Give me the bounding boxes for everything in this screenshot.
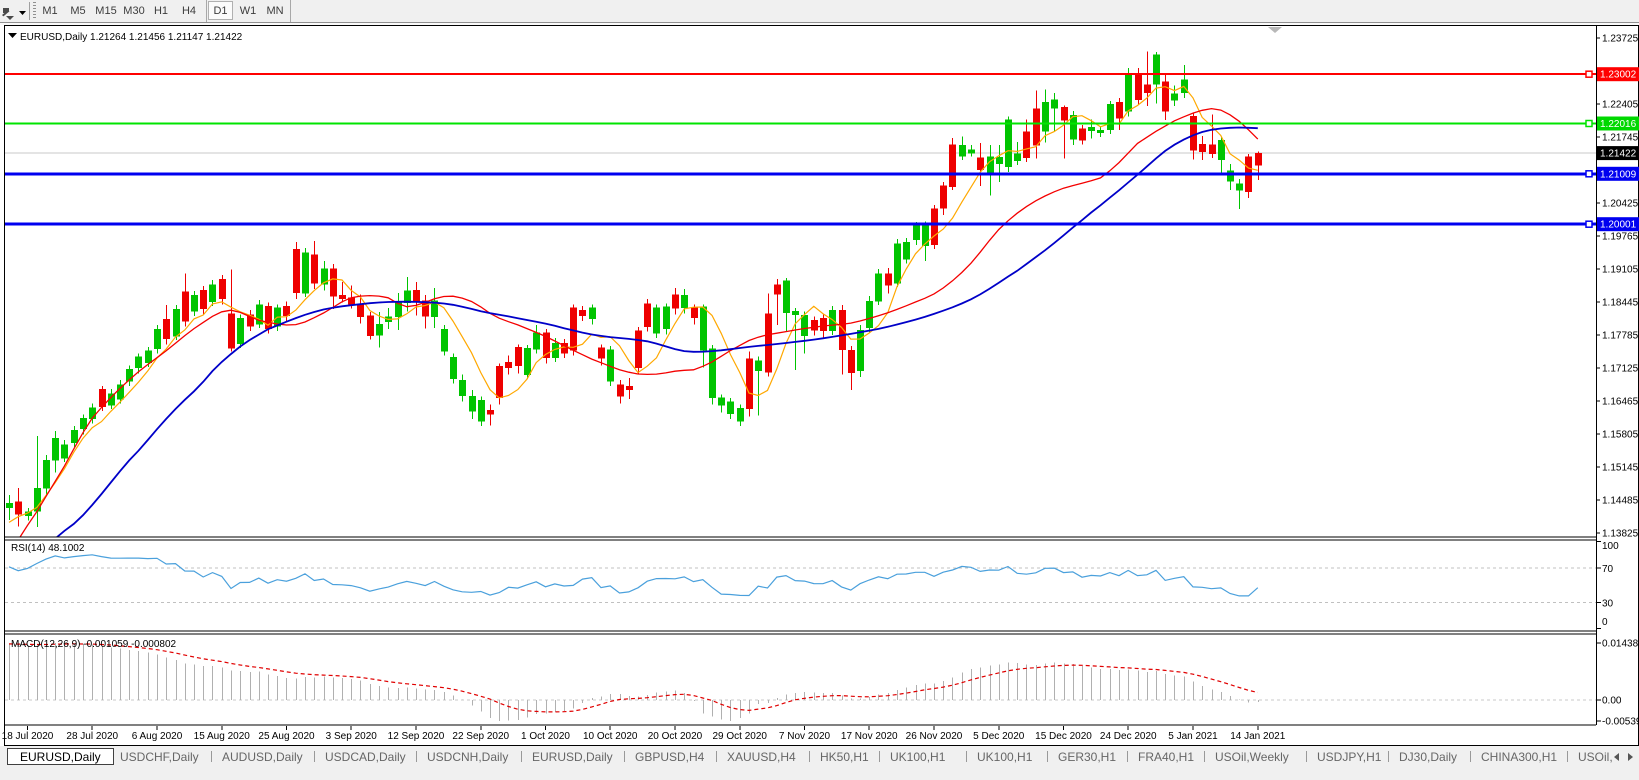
- svg-text:14 Jan 2021: 14 Jan 2021: [1230, 731, 1285, 742]
- svg-text:20 Oct 2020: 20 Oct 2020: [648, 731, 703, 742]
- svg-text:3 Sep 2020: 3 Sep 2020: [326, 731, 378, 742]
- svg-text:1.19765: 1.19765: [1602, 232, 1639, 243]
- svg-text:18 Jul 2020: 18 Jul 2020: [2, 731, 54, 742]
- svg-text:28 Jul 2020: 28 Jul 2020: [66, 731, 118, 742]
- svg-text:1.15145: 1.15145: [1602, 463, 1639, 474]
- svg-text:0.00: 0.00: [1602, 696, 1622, 707]
- svg-text:1.22016: 1.22016: [1600, 119, 1637, 130]
- svg-text:1.21422: 1.21422: [1600, 149, 1637, 160]
- svg-text:1.17785: 1.17785: [1602, 331, 1639, 342]
- svg-text:70: 70: [1602, 564, 1614, 575]
- svg-text:25 Aug 2020: 25 Aug 2020: [258, 731, 315, 742]
- svg-text:1.18445: 1.18445: [1602, 298, 1639, 309]
- svg-text:24 Dec 2020: 24 Dec 2020: [1100, 731, 1157, 742]
- svg-text:1.17125: 1.17125: [1602, 364, 1639, 375]
- svg-text:1.21009: 1.21009: [1600, 169, 1637, 180]
- svg-text:1.19105: 1.19105: [1602, 265, 1639, 276]
- svg-text:26 Nov 2020: 26 Nov 2020: [906, 731, 963, 742]
- svg-text:7 Nov 2020: 7 Nov 2020: [779, 731, 831, 742]
- svg-text:17 Nov 2020: 17 Nov 2020: [841, 731, 898, 742]
- svg-text:1.21745: 1.21745: [1602, 133, 1639, 144]
- svg-text:MACD(12,26,9) -0.001059 -0.000: MACD(12,26,9) -0.001059 -0.000802: [11, 639, 177, 650]
- svg-text:1.23002: 1.23002: [1600, 70, 1637, 81]
- svg-text:5 Jan 2021: 5 Jan 2021: [1168, 731, 1218, 742]
- svg-text:1.13825: 1.13825: [1602, 529, 1639, 540]
- svg-text:1.22405: 1.22405: [1602, 100, 1639, 111]
- svg-text:EURUSD,Daily 1.21264 1.21456: EURUSD,Daily 1.21264 1.21456 1.21147 1.2…: [20, 32, 243, 43]
- svg-text:1.23725: 1.23725: [1602, 34, 1639, 45]
- svg-text:100: 100: [1602, 541, 1619, 552]
- svg-text:1.16465: 1.16465: [1602, 397, 1639, 408]
- svg-text:22 Sep 2020: 22 Sep 2020: [452, 731, 509, 742]
- svg-text:RSI(14) 48.1002: RSI(14) 48.1002: [11, 543, 85, 554]
- svg-text:1 Oct 2020: 1 Oct 2020: [521, 731, 570, 742]
- svg-text:15 Aug 2020: 15 Aug 2020: [194, 731, 251, 742]
- svg-text:0.014384: 0.014384: [1602, 639, 1639, 650]
- svg-text:0: 0: [1602, 617, 1608, 628]
- svg-text:1.20001: 1.20001: [1600, 220, 1637, 231]
- svg-text:30: 30: [1602, 599, 1614, 610]
- svg-text:29 Oct 2020: 29 Oct 2020: [713, 731, 768, 742]
- svg-text:1.20425: 1.20425: [1602, 199, 1639, 210]
- svg-text:5 Dec 2020: 5 Dec 2020: [973, 731, 1025, 742]
- svg-text:12 Sep 2020: 12 Sep 2020: [388, 731, 445, 742]
- svg-text:10 Oct 2020: 10 Oct 2020: [583, 731, 638, 742]
- svg-text:6 Aug 2020: 6 Aug 2020: [132, 731, 183, 742]
- svg-text:-0.005396: -0.005396: [1602, 717, 1639, 728]
- svg-text:15 Dec 2020: 15 Dec 2020: [1035, 731, 1092, 742]
- svg-text:1.14485: 1.14485: [1602, 496, 1639, 507]
- svg-text:1.15805: 1.15805: [1602, 430, 1639, 441]
